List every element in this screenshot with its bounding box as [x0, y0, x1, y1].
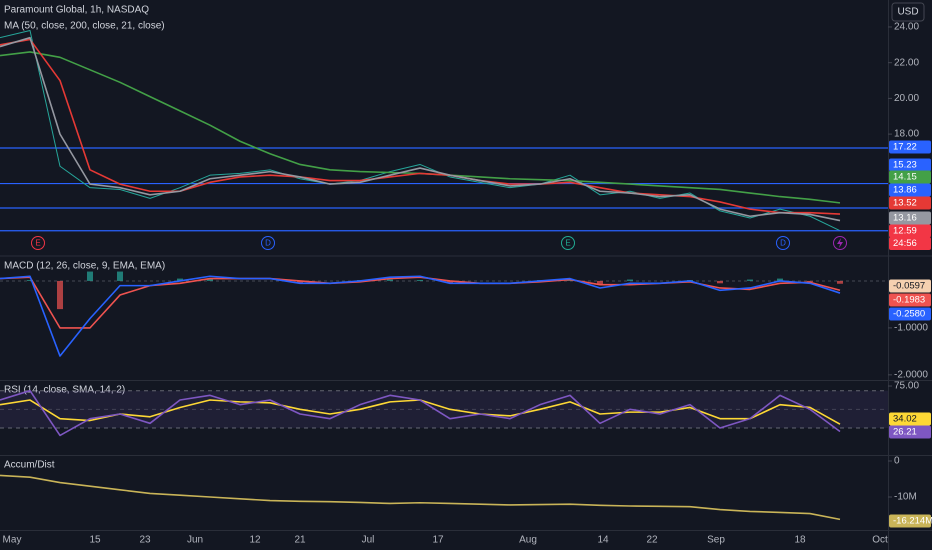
series-line [0, 474, 841, 521]
event-marker [31, 236, 45, 250]
event-label: E [35, 239, 40, 248]
x-tick-label: 18 [794, 535, 806, 546]
value-label: -0.2580 [893, 309, 925, 320]
series-line [0, 36, 841, 222]
histogram-bar [27, 280, 33, 281]
x-tick-label: Jul [362, 535, 375, 546]
countdown: 24:56 [893, 238, 917, 249]
value-label: 13.16 [893, 213, 917, 224]
value-label: 13.52 [893, 198, 917, 209]
histogram-bar [87, 271, 93, 281]
value-label: -0.1983 [893, 295, 925, 306]
currency[interactable]: USD [897, 7, 918, 18]
histogram-bar [837, 280, 843, 284]
histogram-bar [417, 280, 423, 281]
y-tick-label: 22.00 [894, 57, 919, 68]
y-tick-label: 18.00 [894, 129, 919, 140]
value-label: 13.86 [893, 185, 917, 196]
x-tick-label: 17 [432, 535, 444, 546]
pane-title: Accum/Dist [4, 460, 55, 471]
x-tick-label: 12 [249, 535, 261, 546]
histogram-bar [297, 280, 303, 284]
x-tick-label: 21 [294, 535, 306, 546]
value-label-bg [889, 425, 931, 439]
value-label-bg [889, 211, 931, 225]
x-tick-label: Jun [187, 535, 203, 546]
x-tick-label: 22 [646, 535, 658, 546]
event-marker [776, 236, 790, 250]
symbol-title: Paramount Global, 1h, NASDAQ [4, 5, 149, 16]
value-label-bg [889, 514, 931, 528]
y-tick-label: 20.00 [894, 93, 919, 104]
series-line [0, 38, 841, 215]
series-line [0, 275, 841, 357]
value-label-bg [889, 140, 931, 154]
y-tick-label: -2.0000 [894, 369, 928, 380]
value-label-bg [889, 224, 931, 238]
x-tick-label: Oct [872, 535, 888, 546]
histogram-bar [447, 280, 453, 284]
x-tick-label: 23 [139, 535, 151, 546]
value-label: 14.15 [893, 172, 917, 183]
countdown-bg [889, 237, 931, 250]
y-tick-label: 24.00 [894, 22, 919, 33]
x-tick-label: May [3, 535, 22, 546]
event-label: E [565, 239, 570, 248]
histogram-bar [117, 271, 123, 281]
value-label: 26.21 [893, 427, 917, 438]
value-label: 15.23 [893, 160, 917, 171]
value-label-bg [889, 183, 931, 197]
histogram-bar [597, 280, 603, 285]
pane-title: RSI (14, close, SMA, 14, 2) [4, 385, 125, 396]
value-label-bg [889, 279, 931, 293]
value-label: -16.214M [893, 516, 932, 527]
event-marker [261, 236, 275, 250]
pane-title: MA (50, close, 200, close, 21, close) [4, 21, 165, 32]
value-label-bg [889, 412, 931, 426]
histogram-bar [57, 280, 63, 310]
histogram-bar [207, 278, 213, 281]
event-label: D [265, 239, 271, 248]
value-label: 34.02 [893, 414, 917, 425]
value-label-bg [889, 196, 931, 210]
value-label-bg [889, 307, 931, 321]
value-label: 12.59 [893, 226, 917, 237]
histogram-bar [387, 279, 393, 281]
y-tick-label: -1.0000 [894, 323, 928, 334]
currency-button[interactable] [891, 2, 925, 22]
value-label-bg [889, 170, 931, 184]
histogram-bar [777, 278, 783, 281]
y-tick-label: 0 [894, 456, 900, 467]
x-tick-label: Aug [519, 535, 537, 546]
flash-icon [837, 238, 843, 248]
histogram-bar [747, 279, 753, 281]
x-tick-label: 14 [597, 535, 609, 546]
series-line [0, 389, 841, 437]
y-tick-label: 75.00 [894, 381, 919, 392]
histogram-bar [567, 280, 573, 281]
event-label: D [780, 239, 786, 248]
value-label: 17.22 [893, 142, 917, 153]
x-tick-label: Sep [707, 535, 725, 546]
histogram-bar [627, 279, 633, 281]
histogram-bar [807, 280, 813, 282]
y-tick-label: -10M [894, 492, 917, 503]
pane-title: MACD (12, 26, close, 9, EMA, EMA) [4, 261, 165, 272]
value-label-bg [889, 293, 931, 307]
event-marker [561, 236, 575, 250]
x-tick-label: 15 [89, 535, 101, 546]
histogram-bar [177, 278, 183, 281]
histogram-bar [717, 280, 723, 284]
value-label-bg [889, 158, 931, 172]
value-label: -0.0597 [893, 281, 925, 292]
